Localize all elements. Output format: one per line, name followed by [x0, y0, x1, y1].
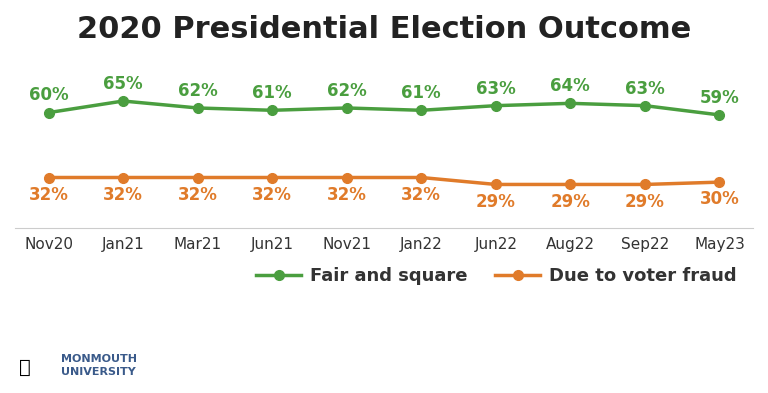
Text: 62%: 62% — [327, 82, 366, 100]
Title: 2020 Presidential Election Outcome: 2020 Presidential Election Outcome — [77, 15, 691, 44]
Text: 29%: 29% — [476, 193, 516, 211]
Text: 32%: 32% — [327, 185, 366, 204]
Text: 60%: 60% — [28, 86, 68, 105]
Text: 32%: 32% — [103, 185, 143, 204]
Text: 59%: 59% — [700, 89, 740, 107]
Text: 63%: 63% — [476, 79, 515, 97]
Text: 61%: 61% — [253, 84, 292, 102]
Text: MONMOUTH
UNIVERSITY: MONMOUTH UNIVERSITY — [61, 354, 137, 377]
Text: 32%: 32% — [252, 185, 292, 204]
Text: 29%: 29% — [625, 193, 665, 211]
Legend: Fair and square, Due to voter fraud: Fair and square, Due to voter fraud — [249, 260, 744, 292]
Text: 65%: 65% — [103, 75, 143, 93]
Text: 32%: 32% — [28, 185, 68, 204]
Text: 30%: 30% — [700, 190, 740, 208]
Text: 🏛: 🏛 — [19, 358, 31, 377]
Text: 32%: 32% — [402, 185, 441, 204]
Text: 64%: 64% — [551, 77, 591, 95]
Text: 63%: 63% — [625, 79, 665, 97]
Text: 29%: 29% — [551, 193, 591, 211]
Text: 62%: 62% — [177, 82, 217, 100]
Text: 32%: 32% — [177, 185, 217, 204]
Text: 61%: 61% — [402, 84, 441, 102]
